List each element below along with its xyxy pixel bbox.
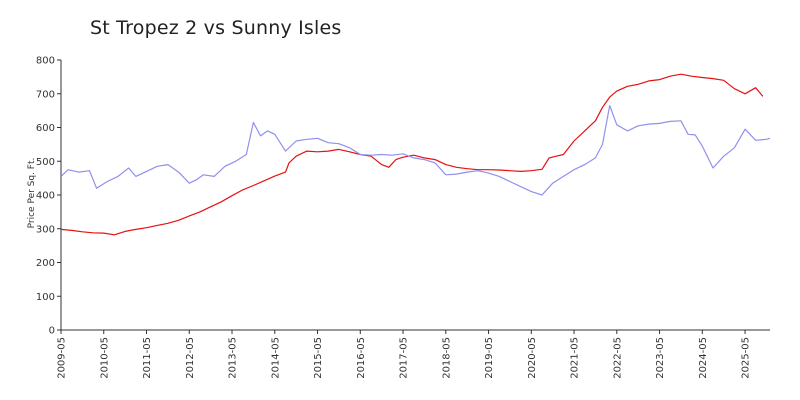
x-tick-label: 2014-05 — [270, 337, 281, 379]
x-tick-label: 2011-05 — [142, 337, 153, 379]
x-tick-label: 2013-05 — [228, 337, 239, 379]
y-axis-title: Price Per Sq. Ft. — [27, 158, 37, 229]
y-tick-label: 500 — [36, 157, 55, 168]
x-tick-label: 2024-05 — [698, 337, 709, 379]
chart-title: St Tropez 2 vs Sunny Isles — [90, 17, 342, 39]
y-tick-label: 100 — [36, 292, 55, 303]
y-tick-label: 400 — [36, 191, 55, 202]
x-tick-label: 2021-05 — [570, 337, 581, 379]
series-lines — [60, 73, 771, 236]
x-tick-label: 2019-05 — [484, 337, 495, 379]
x-tick-label: 2018-05 — [441, 337, 452, 379]
y-tick-label: 0 — [49, 326, 55, 337]
x-tick-label: 2017-05 — [399, 337, 410, 379]
x-tick-label: 2022-05 — [612, 337, 623, 379]
axes: 0 100 200 300 400 500 600 700 800 2009-05 2010-05 2… — [36, 56, 770, 379]
series-line-2 — [60, 104, 771, 196]
x-tick-label: 2010-05 — [99, 337, 110, 379]
x-tick-label: 2025-05 — [741, 337, 752, 379]
x-tick-label: 2023-05 — [655, 337, 666, 379]
y-tick-label: 300 — [36, 224, 55, 235]
x-tick-label: 2020-05 — [527, 337, 538, 379]
x-tick-label: 2015-05 — [313, 337, 324, 379]
x-tick-label: 2009-05 — [57, 337, 68, 379]
y-tick-label: 800 — [36, 56, 55, 67]
series-line-1 — [60, 73, 764, 236]
y-tick-label: 600 — [36, 123, 55, 134]
y-tick-label: 200 — [36, 258, 55, 269]
y-tick-label: 700 — [36, 89, 55, 100]
x-tick-label: 2016-05 — [356, 337, 367, 379]
x-tick-label: 2012-05 — [185, 337, 196, 379]
